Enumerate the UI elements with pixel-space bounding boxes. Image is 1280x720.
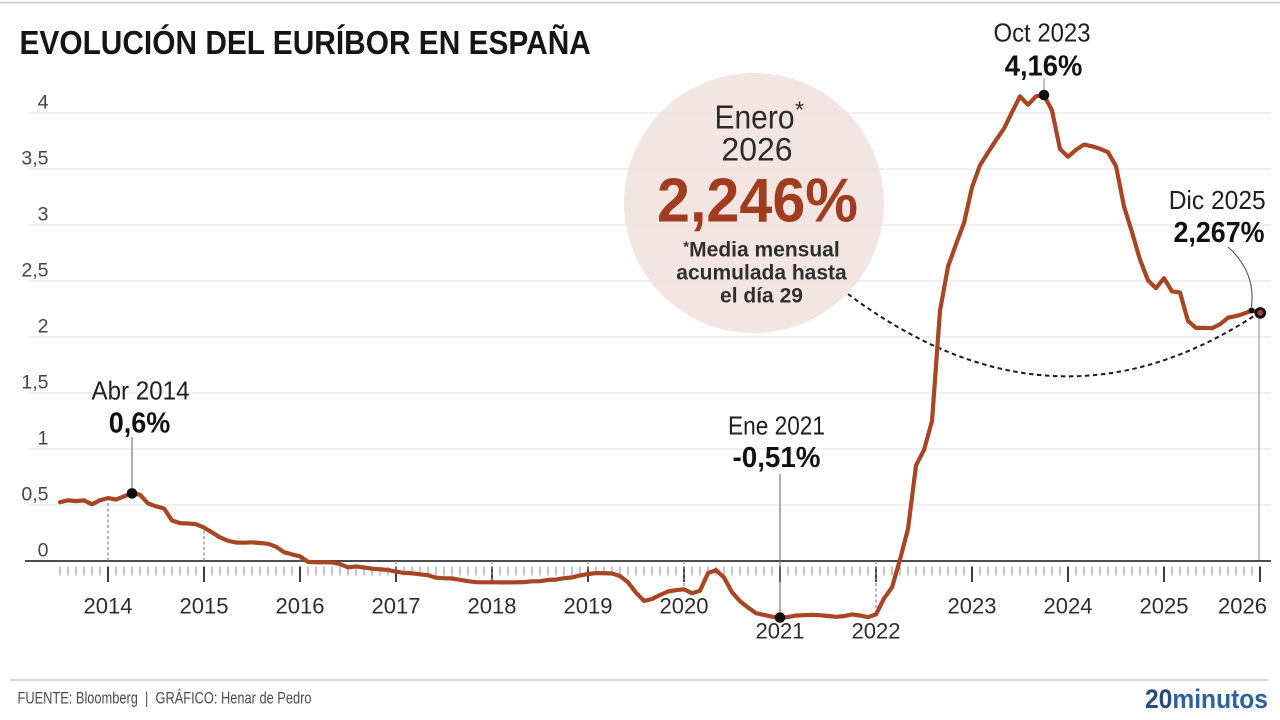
- svg-text:2019: 2019: [564, 594, 613, 619]
- svg-text:20minutos: 20minutos: [1145, 684, 1268, 714]
- svg-text:2026: 2026: [1218, 594, 1267, 619]
- svg-text:Dic 2025: Dic 2025: [1169, 185, 1266, 215]
- svg-text:FUENTE: Bloomberg | GRÁFICO:: FUENTE: Bloomberg | GRÁFICO: Henar de Pe…: [18, 689, 312, 708]
- svg-text:2018: 2018: [468, 594, 517, 619]
- svg-text:2014: 2014: [84, 594, 133, 619]
- svg-text:2023: 2023: [948, 594, 997, 619]
- svg-text:2020: 2020: [660, 594, 709, 619]
- svg-text:0: 0: [38, 540, 49, 562]
- svg-text:2: 2: [38, 316, 49, 338]
- svg-text:3: 3: [38, 204, 49, 226]
- svg-text:2021: 2021: [756, 619, 805, 644]
- svg-text:el día 29: el día 29: [720, 285, 803, 308]
- svg-text:4: 4: [38, 92, 49, 114]
- svg-text:2026: 2026: [721, 132, 792, 168]
- svg-text:Abr 2014: Abr 2014: [92, 376, 190, 406]
- svg-text:Enero: Enero: [715, 99, 795, 136]
- svg-text:1,5: 1,5: [21, 372, 48, 394]
- svg-text:2,246%: 2,246%: [657, 167, 858, 236]
- svg-text:2022: 2022: [852, 619, 901, 644]
- svg-text:*Media mensual: *Media mensual: [683, 239, 839, 262]
- svg-text:2017: 2017: [372, 594, 421, 619]
- svg-text:4,16%: 4,16%: [1005, 50, 1083, 82]
- svg-text:2025: 2025: [1140, 594, 1189, 619]
- svg-text:EVOLUCIÓN DEL EURÍBOR EN ESPAÑ: EVOLUCIÓN DEL EURÍBOR EN ESPAÑA: [20, 24, 591, 62]
- svg-text:Ene 2021: Ene 2021: [728, 411, 825, 441]
- svg-text:*: *: [795, 97, 804, 123]
- svg-text:2,267%: 2,267%: [1174, 217, 1265, 249]
- svg-text:1: 1: [38, 428, 49, 450]
- svg-text:2024: 2024: [1044, 594, 1093, 619]
- svg-text:Oct 2023: Oct 2023: [994, 18, 1091, 48]
- svg-text:2016: 2016: [276, 594, 325, 619]
- svg-text:acumulada hasta: acumulada hasta: [676, 262, 847, 285]
- svg-text:2015: 2015: [180, 594, 229, 619]
- svg-text:2,5: 2,5: [21, 260, 48, 282]
- svg-text:3,5: 3,5: [21, 148, 48, 170]
- svg-text:0,6%: 0,6%: [109, 408, 171, 440]
- svg-text:0,5: 0,5: [21, 484, 48, 506]
- svg-text:-0,51%: -0,51%: [733, 442, 821, 474]
